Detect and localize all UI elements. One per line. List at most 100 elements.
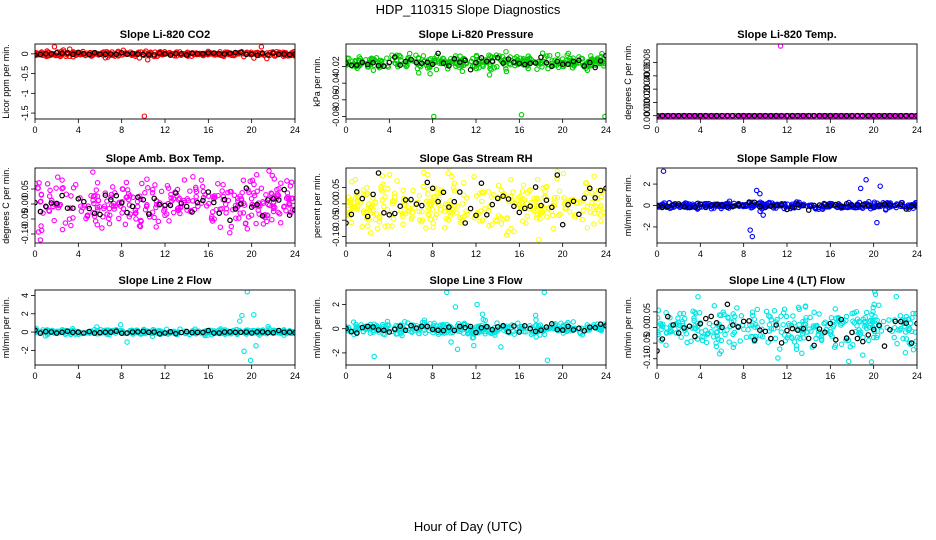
reference-point xyxy=(140,196,147,203)
data-points xyxy=(346,48,606,119)
point xyxy=(867,317,874,324)
point xyxy=(796,306,803,313)
reference-point xyxy=(102,329,109,336)
reference-point xyxy=(724,204,731,210)
reference-point xyxy=(757,112,763,119)
point xyxy=(734,305,740,311)
point xyxy=(400,213,406,220)
point xyxy=(232,202,239,209)
reference-point xyxy=(538,327,544,334)
point xyxy=(793,199,800,205)
point xyxy=(598,194,605,200)
reference-point xyxy=(659,112,666,119)
reference-point xyxy=(494,324,501,330)
outlier-point xyxy=(444,290,450,296)
point xyxy=(906,326,913,332)
reference-point xyxy=(489,58,496,65)
point xyxy=(554,175,560,182)
reference-point xyxy=(822,112,828,119)
point xyxy=(494,64,500,70)
outlier-point xyxy=(102,55,109,61)
reference-point xyxy=(370,59,376,66)
reference-point xyxy=(424,179,431,186)
point xyxy=(401,319,408,325)
point xyxy=(514,53,520,60)
point xyxy=(795,204,802,211)
point xyxy=(119,52,125,58)
reference-point xyxy=(576,325,582,332)
reference-point xyxy=(435,50,441,57)
reference-point xyxy=(118,330,125,337)
point xyxy=(765,339,771,345)
reference-point xyxy=(456,323,463,330)
reference-point xyxy=(178,50,185,57)
figure-xlabel: Hour of Day (UTC) xyxy=(414,519,522,534)
point xyxy=(242,220,249,226)
point xyxy=(793,343,800,349)
point xyxy=(370,329,376,335)
point xyxy=(124,194,130,200)
reference-point xyxy=(729,203,736,210)
reference-point xyxy=(565,323,571,330)
point xyxy=(551,326,557,332)
point xyxy=(68,222,74,229)
point xyxy=(392,60,399,67)
reference-point xyxy=(692,112,698,119)
reference-point xyxy=(767,335,774,342)
y-tick-label: -2 xyxy=(20,346,30,354)
point xyxy=(211,216,217,222)
reference-point xyxy=(876,112,882,119)
point xyxy=(532,323,538,329)
reference-point xyxy=(189,209,195,215)
point xyxy=(190,174,196,180)
reference-point xyxy=(789,325,796,332)
reference-point xyxy=(281,186,288,193)
y-tick-label: 0.0004 xyxy=(642,75,652,103)
reference-point xyxy=(586,324,593,331)
reference-point xyxy=(581,195,588,201)
outlier-point xyxy=(371,353,377,360)
reference-point xyxy=(794,112,801,119)
outlier-point xyxy=(431,113,437,119)
reference-point xyxy=(151,195,158,202)
point xyxy=(408,216,415,222)
reference-point xyxy=(827,202,834,209)
point xyxy=(442,201,449,207)
outlier-point xyxy=(747,227,753,233)
reference-point xyxy=(124,51,130,58)
point xyxy=(657,331,661,338)
point xyxy=(894,340,900,347)
point xyxy=(354,327,360,333)
x-tick-label: 4 xyxy=(387,371,392,381)
point xyxy=(416,330,422,337)
outlier-point xyxy=(244,290,251,295)
point xyxy=(748,333,754,340)
point xyxy=(276,185,282,192)
reference-point xyxy=(870,112,877,119)
point xyxy=(688,338,694,344)
point xyxy=(419,319,426,326)
reference-point xyxy=(227,50,233,57)
point xyxy=(713,340,719,346)
reference-point xyxy=(784,206,790,213)
reference-point xyxy=(424,59,431,66)
point xyxy=(139,180,145,187)
point xyxy=(897,313,904,319)
point xyxy=(659,323,665,330)
reference-point xyxy=(375,327,382,333)
point xyxy=(657,307,662,314)
point xyxy=(453,210,460,216)
point xyxy=(724,327,730,333)
reference-point xyxy=(816,202,823,208)
reference-point xyxy=(789,204,796,211)
outlier-point xyxy=(541,290,548,296)
x-tick-label: 20 xyxy=(247,125,257,135)
reference-point xyxy=(735,112,742,119)
reference-point xyxy=(254,201,260,208)
reference-point xyxy=(211,199,217,206)
x-tick-label: 24 xyxy=(290,249,300,259)
point xyxy=(126,213,133,220)
reference-point xyxy=(386,212,393,218)
reference-point xyxy=(59,329,65,336)
data-points xyxy=(35,168,295,243)
